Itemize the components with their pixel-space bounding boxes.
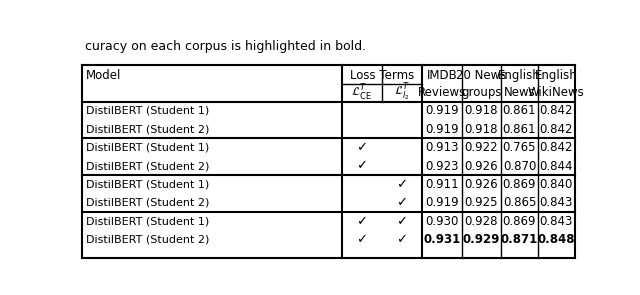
Text: ✓: ✓	[396, 178, 408, 191]
Text: ✓: ✓	[356, 233, 367, 246]
Text: 0.926: 0.926	[465, 160, 498, 173]
Text: $\mathcal{L}_{l_2}^T$: $\mathcal{L}_{l_2}^T$	[394, 82, 410, 103]
Text: $\mathcal{L}_{\mathrm{CE}}^T$: $\mathcal{L}_{\mathrm{CE}}^T$	[351, 83, 372, 103]
Text: 0.931: 0.931	[424, 233, 461, 246]
Text: 0.840: 0.840	[540, 178, 573, 191]
Text: ✓: ✓	[356, 215, 367, 228]
Text: 0.923: 0.923	[426, 160, 459, 173]
Text: 0.919: 0.919	[425, 123, 459, 136]
Text: DistilBERT (Student 2): DistilBERT (Student 2)	[86, 124, 209, 134]
Text: 0.911: 0.911	[425, 178, 459, 191]
Text: News: News	[504, 86, 535, 99]
Text: ✓: ✓	[356, 141, 367, 154]
Text: 0.843: 0.843	[540, 196, 573, 209]
Text: curacy on each corpus is highlighted in bold.: curacy on each corpus is highlighted in …	[85, 40, 366, 53]
Text: 20 News: 20 News	[456, 69, 506, 83]
Text: 0.913: 0.913	[426, 141, 459, 154]
Text: Model: Model	[86, 69, 122, 83]
Text: DistilBERT (Student 2): DistilBERT (Student 2)	[86, 235, 209, 245]
Text: groups: groups	[461, 86, 502, 99]
Text: ✓: ✓	[396, 233, 408, 246]
Text: DistilBERT (Student 1): DistilBERT (Student 1)	[86, 179, 209, 189]
Text: 0.865: 0.865	[503, 196, 536, 209]
Text: 0.842: 0.842	[540, 104, 573, 117]
Text: 0.918: 0.918	[465, 123, 498, 136]
Text: WikiNews: WikiNews	[528, 86, 585, 99]
Text: English: English	[498, 69, 541, 83]
Text: DistilBERT (Student 2): DistilBERT (Student 2)	[86, 161, 209, 171]
Text: 0.871: 0.871	[501, 233, 538, 246]
Text: 0.918: 0.918	[465, 104, 498, 117]
Text: 0.861: 0.861	[502, 104, 536, 117]
Text: 0.926: 0.926	[465, 178, 498, 191]
Text: 0.930: 0.930	[426, 215, 459, 228]
Text: 0.844: 0.844	[540, 160, 573, 173]
Text: 0.919: 0.919	[425, 104, 459, 117]
Text: DistilBERT (Student 1): DistilBERT (Student 1)	[86, 106, 209, 116]
Text: 0.842: 0.842	[540, 141, 573, 154]
Text: 0.843: 0.843	[540, 215, 573, 228]
Text: Reviews: Reviews	[418, 86, 466, 99]
Text: ✓: ✓	[396, 196, 408, 209]
Text: 0.870: 0.870	[503, 160, 536, 173]
Text: IMDB: IMDB	[427, 69, 458, 83]
Text: 0.919: 0.919	[425, 196, 459, 209]
Text: 0.869: 0.869	[502, 178, 536, 191]
Text: 0.861: 0.861	[502, 123, 536, 136]
Text: 0.765: 0.765	[502, 141, 536, 154]
Text: DistilBERT (Student 2): DistilBERT (Student 2)	[86, 198, 209, 208]
Text: ✓: ✓	[356, 160, 367, 173]
Text: 0.848: 0.848	[538, 233, 575, 246]
Text: 0.929: 0.929	[463, 233, 500, 246]
Text: Loss Terms: Loss Terms	[350, 69, 414, 83]
Text: DistilBERT (Student 1): DistilBERT (Student 1)	[86, 143, 209, 153]
Text: 0.869: 0.869	[502, 215, 536, 228]
Text: 0.928: 0.928	[465, 215, 498, 228]
Text: 0.842: 0.842	[540, 123, 573, 136]
Text: DistilBERT (Student 1): DistilBERT (Student 1)	[86, 216, 209, 226]
Text: ✓: ✓	[396, 215, 408, 228]
Text: 0.922: 0.922	[465, 141, 498, 154]
Text: English: English	[535, 69, 578, 83]
Text: 0.925: 0.925	[465, 196, 498, 209]
